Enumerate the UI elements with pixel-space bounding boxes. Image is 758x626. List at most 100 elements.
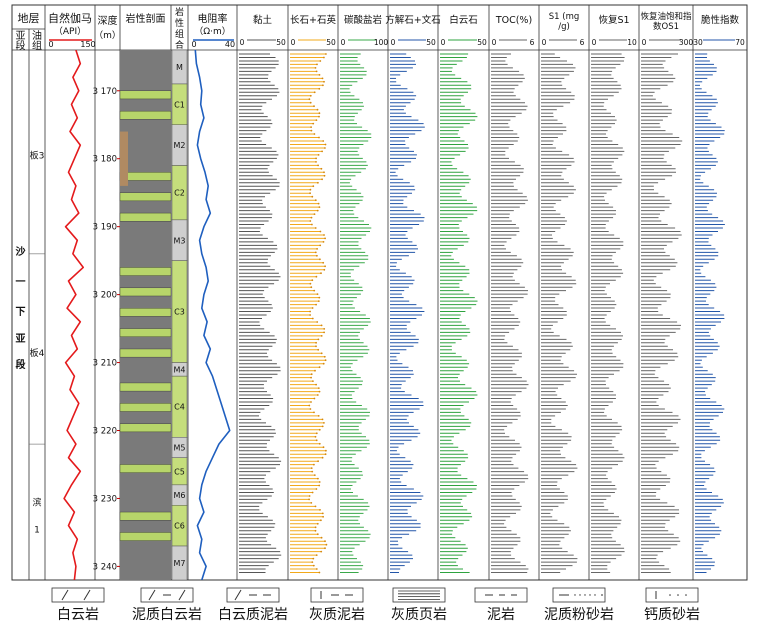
track-bar-marker: [316, 108, 319, 111]
oil-group-label: 板4: [30, 347, 45, 359]
track-bar-marker: [316, 394, 319, 396]
legend-swatch-calcareous-sandstone: [645, 587, 699, 603]
track-bar-marker: [309, 220, 312, 222]
track-bar-marker: [315, 70, 318, 73]
track-bar-marker: [313, 397, 316, 400]
gr-track-unit: （API）: [54, 26, 86, 37]
track-bar-marker: [321, 150, 323, 153]
sub-member-char: 沙: [16, 246, 26, 258]
track-bar-marker: [310, 401, 312, 403]
track-bar-marker: [311, 279, 314, 282]
track-bar-marker: [309, 314, 311, 316]
legend-pattern-dot: [579, 594, 581, 596]
track-scale-max: 300: [679, 38, 694, 47]
track-bar-marker: [313, 213, 316, 216]
track-bar-marker: [325, 543, 328, 546]
track-bar-marker: [315, 568, 318, 570]
track-bar-marker: [308, 495, 311, 497]
track-bar-marker: [314, 251, 317, 254]
track-bar-marker: [318, 481, 321, 483]
track-bar-marker: [313, 474, 316, 476]
track-bar-marker: [322, 446, 325, 449]
track-bar-marker: [310, 467, 313, 469]
lithology-dolomite-band: [119, 382, 172, 392]
lithology-dolomite-band: [119, 348, 172, 358]
track-title: 白云石: [449, 14, 478, 26]
track-bar-marker: [317, 460, 319, 463]
track-bar-marker: [316, 533, 319, 536]
track-scale-max: 50: [326, 38, 336, 47]
track-bar-marker: [314, 199, 317, 202]
legend-pattern-dot: [685, 594, 687, 596]
track-bar-marker: [310, 373, 313, 376]
lithofacies-interval: [171, 545, 188, 580]
track-bar-marker: [310, 502, 313, 504]
track-title: TOC(%): [495, 15, 532, 26]
track-bar-marker: [324, 143, 327, 146]
resistivity-title: 电阻率: [198, 12, 228, 25]
track-bar-marker: [310, 129, 313, 132]
track-bar-marker: [309, 192, 311, 195]
track-bar-marker: [317, 415, 320, 417]
track-bar-marker: [315, 554, 318, 556]
track-bar-marker: [309, 101, 312, 104]
track-bar-marker: [310, 376, 312, 379]
track-bar-marker: [311, 195, 314, 198]
oil-group-header-char: 组: [32, 39, 42, 52]
legend-pattern-stroke: [83, 589, 91, 601]
track-bar-marker: [308, 98, 311, 101]
track-bar-marker: [316, 293, 319, 295]
depth-title: 深度: [98, 14, 118, 27]
track-bar-marker: [315, 303, 317, 306]
gr-scale-min: 0: [48, 40, 53, 49]
track-bar-marker: [322, 140, 325, 142]
legend-pattern-dot: [574, 594, 576, 596]
track-bar-marker: [309, 94, 312, 97]
lithofacies-label: M5: [174, 444, 186, 453]
track-bar-marker: [324, 453, 327, 456]
resistivity-scale-max: 40: [225, 40, 235, 49]
track-bar-marker: [322, 261, 325, 264]
lithology-dolomite-band: [119, 110, 172, 120]
track-bar-marker: [321, 77, 324, 80]
track-bar-marker: [315, 383, 317, 386]
legend-label: 泥质白云岩: [132, 607, 202, 623]
track-title: 方解石+文石: [385, 14, 440, 26]
track-bar-marker: [318, 484, 321, 487]
combo-title-char: 组: [175, 28, 184, 40]
lithology-dolomite-band: [119, 90, 172, 100]
track-bar-marker: [316, 254, 318, 257]
lithology-dolomite-band: [119, 308, 172, 317]
legend-swatch-argillaceous-siltstone: [552, 587, 606, 603]
track-bar-marker: [319, 258, 321, 261]
track-bar-marker: [314, 67, 317, 69]
track-bar-marker: [314, 227, 317, 229]
lithology-dolomite-band: [119, 287, 172, 297]
sub-member-char: 下: [16, 306, 26, 318]
legend-pattern-dot: [594, 594, 596, 596]
sub-member-header-char: 亚: [16, 31, 26, 42]
track-bar-marker: [317, 348, 320, 351]
depth-tick-label: 3 220: [93, 427, 117, 437]
track-bar-marker: [324, 547, 326, 550]
track-bar-marker: [318, 442, 321, 445]
track-bar-marker: [318, 115, 320, 118]
track-bar-marker: [315, 488, 318, 490]
lithology-dolomite-band: [119, 511, 172, 521]
track-bar-marker: [316, 321, 319, 323]
track-scale-min: 0: [441, 38, 446, 47]
track-scale-min: 0: [492, 38, 497, 47]
oil-group-label: 滨: [32, 496, 41, 508]
legend-pattern-dot: [584, 594, 586, 596]
legend-pattern-stroke: [61, 589, 69, 601]
combo-title-char: 合: [175, 39, 184, 51]
lithofacies-label: M6: [174, 491, 186, 500]
legend-label: 泥质粉砂岩: [544, 607, 614, 623]
track-bar-marker: [315, 432, 318, 435]
track-bar-marker: [310, 286, 313, 289]
track-bar-marker: [315, 341, 317, 344]
lithofacies-label: C2: [174, 189, 185, 198]
track-bar-marker: [320, 335, 323, 337]
lithology-dolomite-band: [119, 212, 172, 222]
